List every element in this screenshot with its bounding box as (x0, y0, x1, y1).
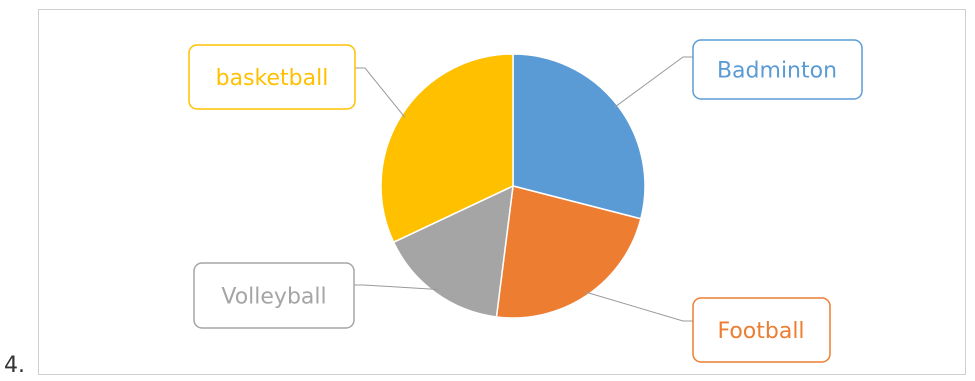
pie-slice-volleyball (392, 184, 514, 318)
leader-line-badminton (613, 56, 693, 108)
callout-text: Badminton (717, 59, 837, 84)
callout-text: basketball (216, 66, 329, 91)
callout-box (692, 297, 831, 363)
pie-slice-basketball (380, 53, 514, 244)
item-number: 4. (4, 353, 25, 378)
data-label-callouts: Badminton Football Volleyball basketball (188, 39, 863, 363)
callout-text: Football (717, 319, 804, 344)
data-label-football: Football (692, 297, 831, 363)
callout-box (188, 44, 356, 110)
callout-box (692, 39, 863, 100)
pie-slices (380, 53, 646, 319)
leader-lines (354, 56, 693, 322)
data-label-badminton: Badminton (692, 39, 863, 100)
data-label-basketball: basketball (188, 44, 356, 110)
leader-line-basketball (355, 67, 406, 118)
leader-line-volleyball (354, 284, 438, 291)
pie-slice-football (495, 185, 642, 319)
callout-box (193, 262, 355, 329)
leader-line-football (584, 291, 693, 322)
callout-text: Volleyball (221, 285, 326, 310)
data-label-volleyball: Volleyball (193, 262, 355, 329)
